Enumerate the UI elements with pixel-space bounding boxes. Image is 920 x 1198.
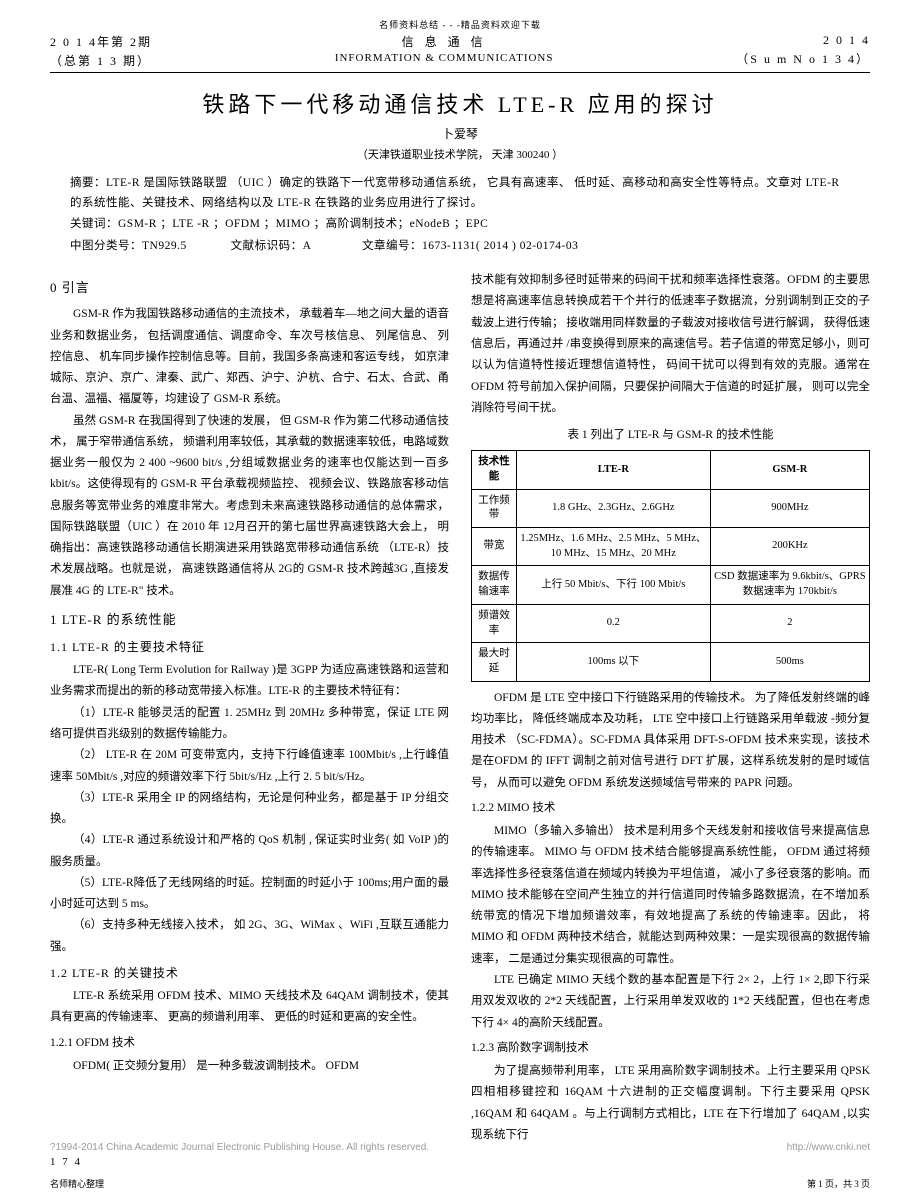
sec0-p1: GSM-R 作为我国铁路移动通信的主流技术， 承载着车—地之间大量的语音业务和数… [50,304,449,410]
header-sumno: （S u m N o 1 3 4） [736,50,870,67]
sec11-i1: （1）LTE-R 能够灵活的配置 1. 25MHz 到 20MHz 多种带宽，保… [50,703,449,746]
td: 900MHz [710,489,869,527]
td: 0.2 [516,604,710,642]
sec12-head: 1.2 LTE-R 的关键技术 [50,962,449,984]
top-note: 名师资料总结 - - -精品资料欢迎下载 [50,18,870,31]
foot-right: 第 1 页，共 3 页 [807,1177,870,1190]
table-row: 带宽 1.25MHz、1.6 MHz、2.5 MHz、5 MHz、10 MHz、… [472,528,870,566]
bottom-footer: 名师精心整理 第 1 页，共 3 页 [50,1177,870,1190]
sec123-head: 1.2.3 高阶数字调制技术 [471,1038,870,1059]
foot-left: 名师精心整理 [50,1177,104,1190]
table-row: 最大时延 100ms 以下 500ms [472,643,870,681]
sec11-i5: （5）LTE-R降低了无线网络的时延。控制面的时延小于 100ms;用户面的最小… [50,873,449,916]
sec11-i4: （4）LTE-R 通过系统设计和严格的 QoS 机制 , 保证实时业务( 如 V… [50,830,449,873]
spec-table: 技术性能 LTE-R GSM-R 工作频带 1.8 GHz、2.3GHz、2.6… [471,450,870,681]
sec123-p1: 为了提高频带利用率， LTE 采用高阶数字调制技术。上行主要采用 QPSK 四相… [471,1061,870,1146]
table-row: 工作频带 1.8 GHz、2.3GHz、2.6GHz 900MHz [472,489,870,527]
watermark-left: ?1994-2014 China Academic Journal Electr… [50,1142,429,1153]
sec11-p1: LTE-R( Long Term Evolution for Railway )… [50,660,449,703]
td: 频谱效率 [472,604,517,642]
sec11-i6: （6）支持多种无线接入技术， 如 2G、3G、WiMax 、WiFi ,互联互通… [50,915,449,958]
td: 上行 50 Mbit/s、下行 100 Mbit/s [516,566,710,604]
articleno: 文章编号：1673-1131( 2014 ) 02-0174-03 [362,240,578,252]
sec0-head: 0 引言 [50,276,449,300]
td: 带宽 [472,528,517,566]
td: 1.8 GHz、2.3GHz、2.6GHz [516,489,710,527]
article-affiliation: （天津铁道职业技术学院， 天津 300240 ） [50,146,870,162]
sec11-head: 1.1 LTE-R 的主要技术特征 [50,636,449,658]
sec122-head: 1.2.2 MIMO 技术 [471,798,870,819]
page-number: 1 7 4 [50,1156,870,1168]
article-title: 铁路下一代移动通信技术 LTE-R 应用的探讨 [50,87,870,119]
sec11-i3: （3）LTE-R 采用全 IP 的网络结构，无论是何种业务，都是基于 IP 分组… [50,788,449,831]
journal-name-cn: 信 息 通 信 [335,33,554,50]
th-0: 技术性能 [472,451,517,489]
keywords: 关键词：GSM-R ；LTE -R ；OFDM ；MIMO ；高阶调制技术；eN… [70,215,850,235]
sec11-i2: （2） LTE-R 在 20M 可变带宽内，支持下行峰值速率 100Mbit/s… [50,745,449,788]
issue-total: （总第 1 3 期） [50,52,152,69]
header-left: 2 0 1 4年第 2期 （总第 1 3 期） [50,33,152,69]
sec122-p2: LTE 已确定 MIMO 天线个数的基本配置是下行 2× 2，上行 1× 2,即… [471,970,870,1034]
table-row: 频谱效率 0.2 2 [472,604,870,642]
td: 1.25MHz、1.6 MHz、2.5 MHz、5 MHz、10 MHz、15 … [516,528,710,566]
td: 2 [710,604,869,642]
td: 最大时延 [472,643,517,681]
body-columns: 0 引言 GSM-R 作为我国铁路移动通信的主流技术， 承载着车—地之间大量的语… [50,270,870,1146]
abstract: 摘要：LTE-R 是国际铁路联盟 （UIC ）确定的铁路下一代宽带移动通信系统，… [70,174,850,213]
article-author: 卜爱琴 [50,125,870,142]
page-header: 2 0 1 4年第 2期 （总第 1 3 期） 信 息 通 信 INFORMAT… [50,33,870,73]
td: 工作频带 [472,489,517,527]
td: 200KHz [710,528,869,566]
right-column: 技术能有效抑制多径时延带来的码间干扰和频率选择性衰落。OFDM 的主要思想是将高… [471,270,870,1146]
issue-year: 2 0 1 4年第 2期 [50,33,152,50]
sec122-p1: MIMO（多输入多输出） 技术是利用多个天线发射和接收信号来提高信息的传输速率。… [471,821,870,970]
right-p2: OFDM 是 LTE 空中接口下行链路采用的传输技术。 为了降低发射终端的峰均功… [471,688,870,794]
header-right: 2 0 1 4 （S u m N o 1 3 4） [736,33,870,69]
table1-caption: 表 1 列出了 LTE-R 与 GSM-R 的技术性能 [471,425,870,446]
table-header-row: 技术性能 LTE-R GSM-R [472,451,870,489]
meta-block: 摘要：LTE-R 是国际铁路联盟 （UIC ）确定的铁路下一代宽带移动通信系统，… [70,174,850,256]
th-1: LTE-R [516,451,710,489]
th-2: GSM-R [710,451,869,489]
td: 数据传输速率 [472,566,517,604]
watermark-right: http://www.cnki.net [787,1142,870,1153]
right-p1: 技术能有效抑制多径时延带来的码间干扰和频率选择性衰落。OFDM 的主要思想是将高… [471,270,870,419]
header-year: 2 0 1 4 [736,33,870,48]
classno: 中图分类号：TN929.5 [70,240,187,252]
sec12-p1: LTE-R 系统采用 OFDM 技术、MIMO 天线技术及 64QAM 调制技术… [50,986,449,1029]
table-row: 数据传输速率 上行 50 Mbit/s、下行 100 Mbit/s CSD 数据… [472,566,870,604]
cnki-watermark: ?1994-2014 China Academic Journal Electr… [50,1142,870,1153]
td: 100ms 以下 [516,643,710,681]
header-center: 信 息 通 信 INFORMATION & COMMUNICATIONS [335,33,554,69]
sec121-head: 1.2.1 OFDM 技术 [50,1033,449,1054]
sec0-p2: 虽然 GSM-R 在我国得到了快速的发展， 但 GSM-R 作为第二代移动通信技… [50,411,449,602]
doccode: 文献标识码：A [231,240,312,252]
td: 500ms [710,643,869,681]
td: CSD 数据速率为 9.6kbit/s、GPRS 数据速率为 170kbit/s [710,566,869,604]
class-doc-article: 中图分类号：TN929.5 文献标识码：A 文章编号：1673-1131( 20… [70,237,850,257]
sec121-p1: OFDM( 正交频分复用） 是一种多载波调制技术。 OFDM [50,1056,449,1077]
journal-name-en: INFORMATION & COMMUNICATIONS [335,52,554,64]
sec1-head: 1 LTE-R 的系统性能 [50,608,449,632]
left-column: 0 引言 GSM-R 作为我国铁路移动通信的主流技术， 承载着车—地之间大量的语… [50,270,449,1146]
